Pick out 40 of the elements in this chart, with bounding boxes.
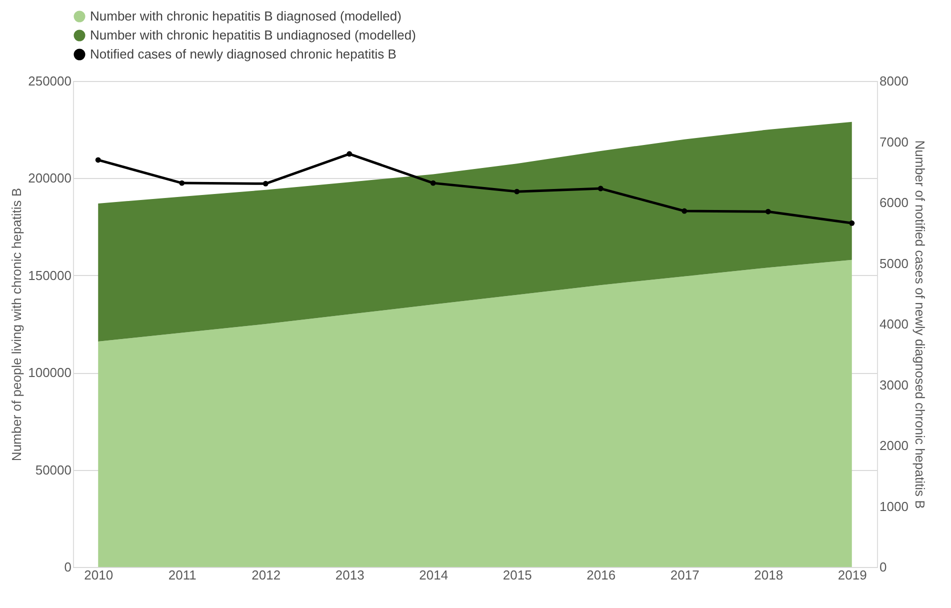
point [682, 208, 688, 214]
x-tick-label: 2017 [670, 568, 700, 582]
point [179, 180, 185, 186]
y2-tick-label: 0 [880, 560, 887, 574]
point [95, 157, 101, 163]
y2-tick-label: 3000 [880, 377, 908, 392]
y-tick-label: 200000 [28, 170, 72, 186]
x-tick-label: 2019 [838, 568, 867, 582]
y-axis-title: Number of people living with chronic hepatitis B [9, 188, 24, 462]
x-tick-label: 2011 [168, 568, 196, 582]
point [598, 186, 604, 192]
y2-tick-label: 1000 [880, 498, 908, 514]
y-tick-label: 100000 [28, 365, 72, 380]
y2-tick-label: 6000 [880, 195, 908, 210]
x-tick-label: 2014 [419, 568, 448, 582]
y2-axis-title: Number of notified cases of newly diagnosed chronic hepatitis B [912, 140, 928, 509]
legend-label: Number with chronic hepatitis B undiagnosed (modelled) [90, 28, 416, 42]
x-tick-label: 2013 [335, 568, 364, 582]
x-tick-label: 2012 [252, 568, 281, 582]
point [262, 180, 268, 186]
y-tick-label: 250000 [28, 74, 72, 88]
y-tick-label: 150000 [28, 268, 72, 283]
x-tick-label: 2010 [84, 568, 114, 582]
y-tick-label: 50000 [35, 462, 72, 478]
x-tick-label: 2015 [502, 568, 532, 582]
legend-label: Number with chronic hepatitis B diagnosed (modelled) [90, 8, 402, 24]
legend-label: Notified cases of newly diagnosed chronic hepatitis B [90, 46, 396, 62]
y2-tick-label: 7000 [880, 134, 908, 150]
y2-tick-label: 2000 [880, 438, 908, 453]
y2-tick-label: 5000 [880, 256, 908, 271]
point [849, 220, 855, 226]
point [765, 208, 771, 214]
point [430, 180, 436, 186]
x-tick-label: 2016 [586, 568, 616, 582]
point [514, 188, 520, 194]
x-tick-label: 2018 [754, 568, 784, 582]
y2-tick-label: 4000 [880, 316, 908, 332]
y2-tick-label: 8000 [880, 74, 908, 88]
y-tick-label: 0 [64, 560, 72, 574]
point [346, 151, 352, 157]
